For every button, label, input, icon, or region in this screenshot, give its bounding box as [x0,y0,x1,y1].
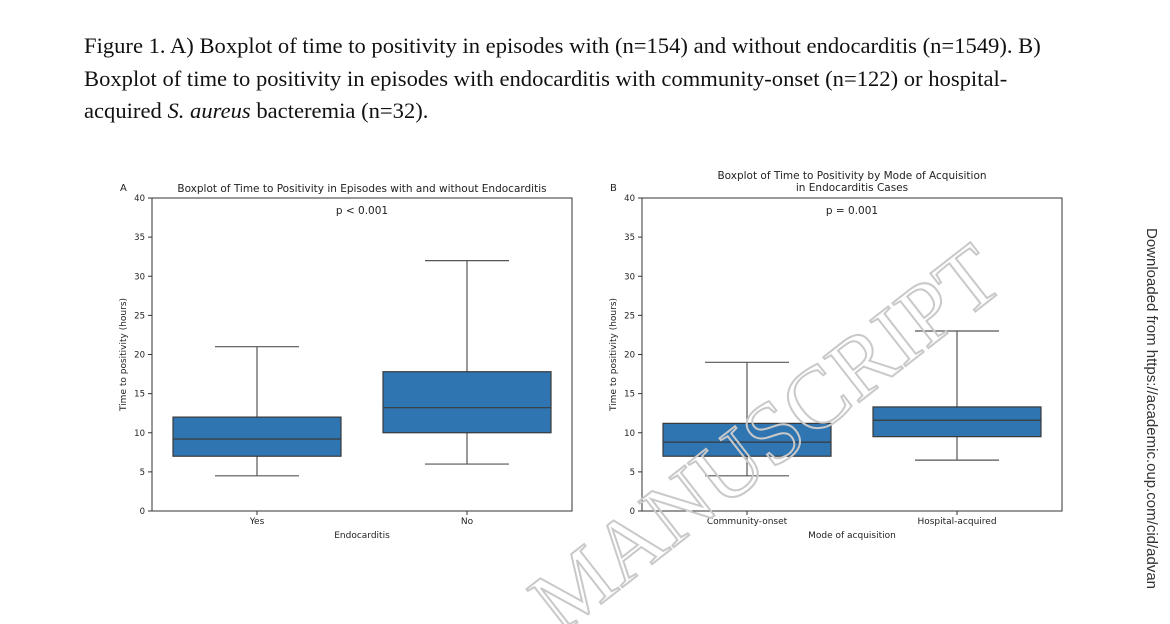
y-tick-label: 40 [624,194,635,204]
y-axis-label: Time to positivity (hours) [609,298,619,412]
iqr-box [662,422,832,457]
y-tick-label: 5 [140,468,145,478]
y-tick-label: 30 [134,272,145,282]
x-category-label: Hospital-acquired [917,517,996,527]
y-tick-label: 10 [624,429,635,439]
x-category-label: Community-onset [707,517,788,527]
y-tick-label: 0 [140,507,145,517]
y-tick-label: 35 [624,233,635,243]
panel-letter: B [610,183,617,194]
box-hospital-acquired [872,330,1042,461]
x-axis-label: Endocarditis [334,531,390,541]
iqr-box [872,406,1042,438]
p-value-annotation: p = 0.001 [826,205,878,217]
box-yes [172,346,342,477]
box-community-onset [662,361,832,477]
panel-letter: A [120,183,127,194]
caption-species: S. aureus [167,98,251,123]
boxplot-panel-a: A Boxplot of Time to Positivity in Episod… [119,183,573,541]
x-category-label: Yes [249,517,265,527]
y-tick-label: 35 [134,233,145,243]
y-tick-label: 40 [134,194,145,204]
y-tick-label: 30 [624,272,635,282]
x-category-label: No [461,517,474,527]
y-tick-label: 15 [624,390,635,400]
boxplot-panel-b: B Boxplot of Time to Positivity by Mode o… [609,170,1063,541]
y-tick-label: 20 [624,351,635,361]
caption-text-part1: Figure 1. A) Boxplot of time to positivi… [84,33,1041,123]
caption-text-part2: bacteremia (n=32). [250,98,429,123]
box-no [382,260,552,465]
figure-caption: Figure 1. A) Boxplot of time to positivi… [84,30,1054,128]
download-source-note: Downloaded from https://academic.oup.com… [1143,228,1160,590]
p-value-annotation: p < 0.001 [336,205,388,217]
iqr-box [172,416,342,457]
y-tick-label: 5 [630,468,635,478]
iqr-box [382,371,552,434]
y-tick-label: 10 [134,429,145,439]
y-axis-label: Time to positivity (hours) [119,298,129,412]
y-tick-label: 25 [624,311,635,321]
x-axis-label: Mode of acquisition [808,531,896,541]
chart-title-line: Boxplot of Time to Positivity by Mode of… [717,170,986,182]
y-tick-label: 20 [134,351,145,361]
y-tick-label: 15 [134,390,145,400]
y-tick-label: 0 [630,507,635,517]
chart-title-line: Boxplot of Time to Positivity in Episode… [177,183,546,195]
y-tick-label: 25 [134,311,145,321]
chart-title-line: in Endocarditis Cases [796,182,908,194]
